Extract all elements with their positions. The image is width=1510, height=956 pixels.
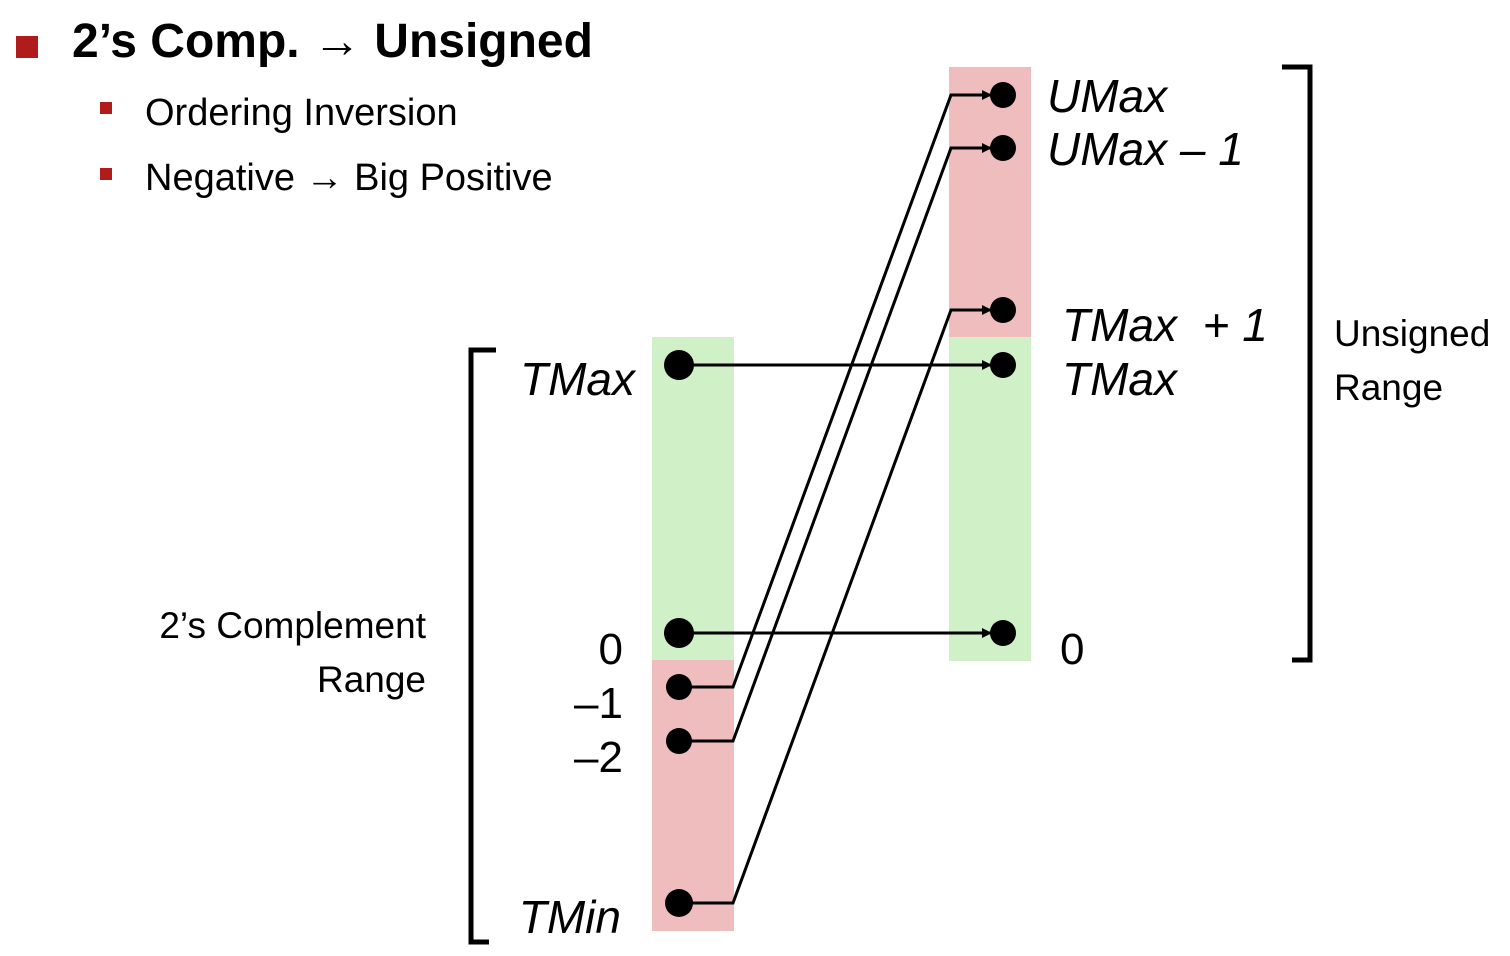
minus-two-to-umax-minus-one-arrow [679, 143, 992, 743]
dot-zero-left [664, 618, 694, 648]
dot-umax [990, 82, 1016, 108]
bullet-ordering-inversion: Ordering Inversion [145, 92, 458, 134]
dot-tmin [665, 889, 693, 917]
twos-range-label-line1: 2’s Complement [159, 605, 426, 646]
label-zero-left: 0 [599, 625, 623, 674]
dot-minus-two [666, 728, 692, 754]
label-umax: UMax [1047, 70, 1169, 122]
dot-tmax-left [664, 350, 694, 380]
unsigned-range-label-line2: Range [1334, 367, 1443, 408]
label-umax-minus-one: UMax – 1 [1047, 123, 1244, 175]
minus-one-to-umax-arrow [679, 90, 992, 689]
label-zero-right: 0 [1060, 625, 1084, 674]
dot-zero-right [990, 620, 1016, 646]
bullet-icon [100, 102, 112, 114]
dot-tmax-plus-one [990, 297, 1016, 323]
unsigned-high-region [949, 67, 1031, 337]
bullet-icon [100, 168, 112, 180]
unsigned-range-bracket [1282, 64, 1313, 663]
twos-nonnegative-region [652, 337, 734, 660]
unsigned-low-region [949, 337, 1031, 661]
tmin-to-tmax-plus-one-arrow [679, 305, 992, 905]
bullet-negative-big-positive: Negative → Big Positive [145, 157, 553, 199]
label-minus-two: –2 [574, 733, 623, 782]
dot-umax-minus-one [990, 135, 1016, 161]
label-minus-one: –1 [574, 679, 623, 728]
twos-range-bracket [468, 347, 496, 945]
title-bullet-icon [16, 36, 38, 58]
label-tmax-left: TMax [520, 353, 637, 405]
dot-tmax-right [990, 352, 1016, 378]
slide-title: 2’s Comp. → Unsigned [72, 15, 593, 68]
dot-minus-one [666, 674, 692, 700]
unsigned-range-label-line1: Unsigned [1334, 313, 1490, 354]
label-tmax-right: TMax [1062, 353, 1179, 405]
label-tmax-plus-one: TMax + 1 [1062, 299, 1268, 351]
twos-range-label-line2: Range [317, 659, 426, 700]
label-tmin: TMin [519, 891, 621, 943]
twos-negative-region [652, 660, 734, 931]
